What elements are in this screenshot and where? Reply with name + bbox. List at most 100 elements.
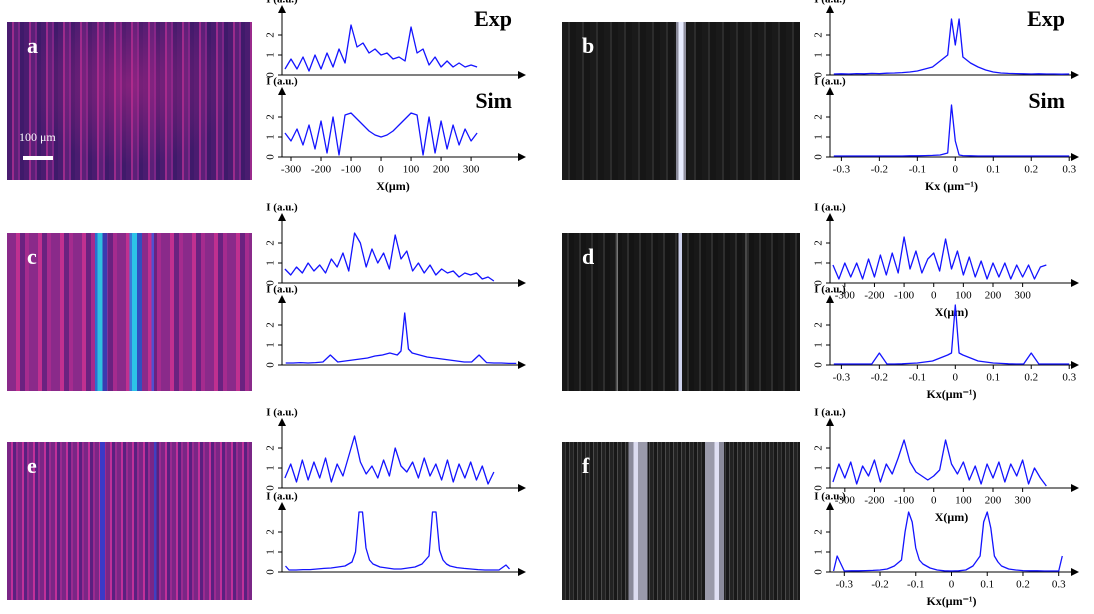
y-tick-label: 0 — [813, 485, 825, 491]
x-axis-arrow — [1071, 568, 1079, 576]
x-tick-label: -0.3 — [833, 164, 851, 176]
y-axis-label: I (a.u.) — [814, 284, 846, 296]
x-tick-label: 0.3 — [1052, 579, 1066, 591]
panel-label: b — [582, 33, 594, 58]
x-tick-label: -0.1 — [909, 164, 926, 176]
x-tick-label: -300 — [281, 164, 302, 176]
panel-label: e — [27, 453, 37, 478]
x-tick-label: -0.3 — [836, 579, 854, 591]
y-tick-label: 2 — [813, 529, 825, 535]
x-tick-label: -0.2 — [871, 372, 888, 384]
y-axis-arrow — [826, 213, 834, 221]
x-tick-label: -0.1 — [909, 372, 926, 384]
data-line — [285, 511, 510, 571]
x-axis-arrow — [1071, 279, 1079, 287]
x-tick-label: 0.1 — [986, 372, 1000, 384]
x-axis-arrow — [518, 484, 526, 492]
x-tick-label: 0.1 — [986, 164, 1000, 176]
micrograph — [7, 233, 252, 391]
x-axis-label: X(μm) — [935, 305, 968, 319]
y-tick-label: 1 — [813, 134, 825, 140]
data-line — [284, 232, 495, 282]
y-tick-label: 0 — [813, 72, 825, 78]
x-tick-label: 0 — [953, 372, 959, 384]
y-axis-label: I (a.u.) — [266, 202, 298, 214]
y-tick-label: 2 — [813, 114, 825, 120]
x-axis-arrow — [1071, 361, 1079, 369]
x-axis-arrow — [518, 279, 526, 287]
x-axis-label: Kx (μm⁻¹) — [925, 179, 978, 193]
y-axis-label: I (a.u.) — [266, 0, 298, 6]
x-tick-label: 0.2 — [1016, 579, 1030, 591]
y-tick-label: 1 — [813, 260, 825, 266]
y-axis-label: I (a.u.) — [814, 491, 846, 503]
x-axis-arrow — [518, 568, 526, 576]
x-axis-arrow — [1071, 153, 1079, 161]
x-tick-label: 300 — [1014, 290, 1031, 302]
x-tick-label: 0.1 — [980, 579, 994, 591]
data-line — [833, 304, 1070, 365]
x-tick-label: 100 — [955, 290, 972, 302]
x-tick-label: 0.3 — [1062, 164, 1076, 176]
annotation: Sim — [475, 88, 512, 113]
annotation: Exp — [474, 6, 512, 31]
data-line — [833, 104, 1070, 157]
y-axis-label: I (a.u.) — [266, 284, 298, 296]
x-tick-label: 300 — [463, 164, 480, 176]
annotation: Sim — [1028, 88, 1065, 113]
y-tick-label: 2 — [265, 322, 277, 328]
x-tick-label: 0 — [949, 579, 955, 591]
y-tick-label: 2 — [265, 32, 277, 38]
annotation: Exp — [1027, 6, 1065, 31]
x-axis-arrow — [518, 153, 526, 161]
panel-label: d — [582, 244, 594, 269]
fourier-image — [562, 22, 800, 180]
y-axis-label: I (a.u.) — [814, 202, 846, 214]
x-tick-label: -200 — [311, 164, 332, 176]
y-axis-arrow — [278, 213, 286, 221]
x-axis-arrow — [518, 71, 526, 79]
x-axis-label: X(μm) — [376, 179, 409, 193]
data-line — [285, 312, 517, 365]
x-tick-label: 0.2 — [1024, 164, 1038, 176]
x-tick-label: -200 — [864, 495, 885, 507]
x-axis-label: Kx(μm⁻¹) — [926, 594, 976, 608]
data-line — [832, 236, 1047, 280]
y-axis-label: I (a.u.) — [266, 407, 298, 419]
x-axis-label: X(μm) — [935, 510, 968, 524]
data-line — [284, 24, 478, 72]
y-tick-label: 2 — [813, 445, 825, 451]
y-tick-label: 2 — [265, 529, 277, 535]
x-tick-label: -100 — [341, 164, 362, 176]
y-tick-label: 1 — [813, 549, 825, 555]
panel-label: a — [27, 33, 38, 58]
x-tick-label: 200 — [433, 164, 450, 176]
y-axis-label: I (a.u.) — [814, 76, 846, 88]
y-tick-label: 2 — [265, 445, 277, 451]
x-tick-label: 0 — [931, 495, 937, 507]
x-tick-label: 0 — [953, 164, 959, 176]
x-tick-label: 0 — [378, 164, 384, 176]
y-tick-label: 2 — [813, 32, 825, 38]
fourier-image — [562, 442, 800, 600]
x-axis-arrow — [518, 361, 526, 369]
y-tick-label: 1 — [813, 465, 825, 471]
y-tick-label: 0 — [813, 154, 825, 160]
y-tick-label: 0 — [265, 569, 277, 575]
y-axis-arrow — [278, 87, 286, 95]
y-axis-arrow — [826, 502, 834, 510]
panel-label: f — [582, 453, 590, 478]
x-tick-label: 0.3 — [1062, 372, 1076, 384]
y-tick-label: 0 — [265, 72, 277, 78]
y-axis-arrow — [826, 5, 834, 13]
y-tick-label: 0 — [265, 362, 277, 368]
x-tick-label: -100 — [894, 290, 915, 302]
x-tick-label: 100 — [955, 495, 972, 507]
y-tick-label: 1 — [265, 342, 277, 348]
y-tick-label: 1 — [813, 52, 825, 58]
fourier-image — [562, 233, 800, 391]
y-tick-label: 1 — [265, 465, 277, 471]
y-axis-arrow — [278, 502, 286, 510]
y-tick-label: 1 — [813, 342, 825, 348]
